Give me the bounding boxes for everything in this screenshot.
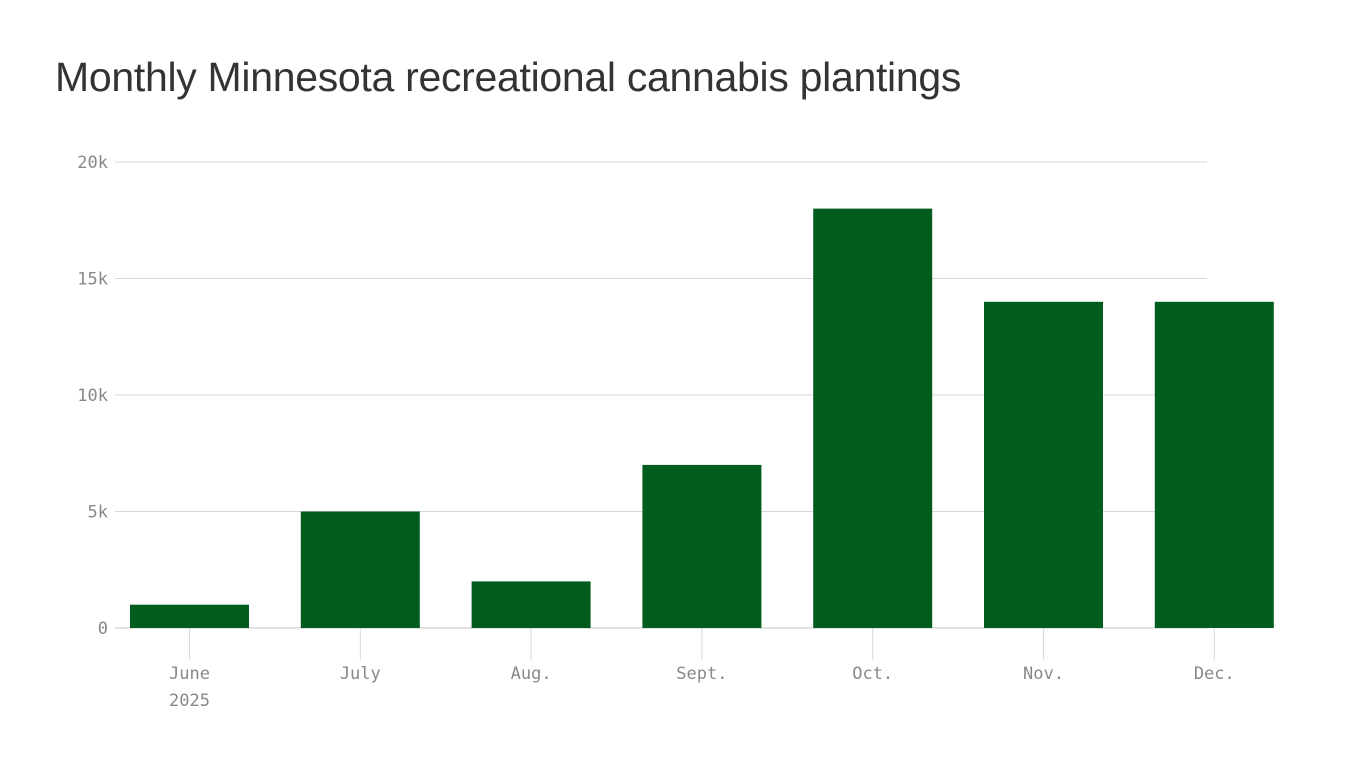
bar-aug xyxy=(471,581,591,628)
bar-june xyxy=(130,604,249,628)
y-tick-label: 0 xyxy=(98,619,108,639)
x-tick-sublabel: 2025 xyxy=(169,691,210,711)
y-tick-label: 15k xyxy=(77,270,108,290)
bar-oct xyxy=(813,208,933,628)
y-tick-label: 10k xyxy=(77,386,108,406)
x-tick-label: Nov. xyxy=(1023,664,1064,684)
chart-title: Monthly Minnesota recreational cannabis … xyxy=(55,54,962,100)
x-tick-label: Sept. xyxy=(676,664,727,684)
x-tick-label: Dec. xyxy=(1194,664,1235,684)
x-tick-label: Oct. xyxy=(852,664,893,684)
x-tick-label: Aug. xyxy=(511,664,552,684)
x-tick-label: June xyxy=(169,664,210,684)
bar-dec xyxy=(1154,301,1274,628)
bar-july xyxy=(300,511,420,628)
bar-nov xyxy=(984,301,1103,628)
x-tick-label: July xyxy=(340,664,381,684)
y-tick-label: 5k xyxy=(88,503,108,523)
bar-sept xyxy=(642,464,762,628)
y-tick-label: 20k xyxy=(77,153,108,173)
